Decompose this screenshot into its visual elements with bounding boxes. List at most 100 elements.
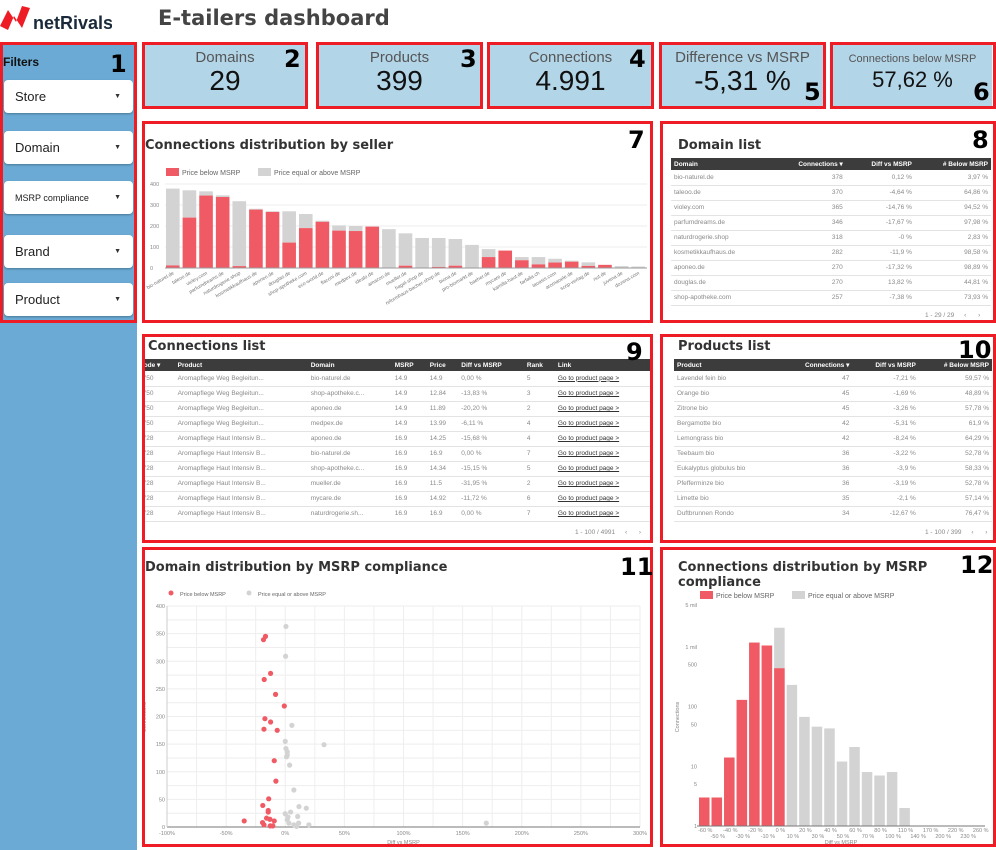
- bar-below-msrp: [265, 211, 280, 268]
- table-row[interactable]: 6750Aromapflege Weg Begleitun...bio-natu…: [142, 371, 650, 387]
- table-cell: 47: [780, 371, 853, 387]
- scatter-point: [260, 637, 267, 643]
- column-header[interactable]: Connections ▾: [770, 158, 846, 170]
- table-row[interactable]: bio-naturel.de 378 0,12 % 3,97 %: [671, 170, 991, 186]
- column-header[interactable]: Domain: [307, 359, 392, 371]
- table-cell: 6728: [142, 491, 175, 507]
- brand-filter-dropdown[interactable]: Brand ▼: [4, 235, 133, 268]
- table-row[interactable]: taleoo.de 370 -4,64 % 64,86 %: [671, 185, 991, 201]
- table-cell: 14.9: [426, 371, 459, 387]
- table-row[interactable]: 6728Aromapflege Haut Intensiv B...mycare…: [142, 491, 650, 507]
- product-page-link[interactable]: Go to product page >: [557, 390, 620, 397]
- table-row[interactable]: Zitrone bio 45 -3,26 % 57,78 %: [674, 401, 992, 417]
- table-row[interactable]: aponeo.de 270 -17,32 % 98,89 %: [671, 260, 991, 276]
- annotation-number: 2: [284, 45, 301, 73]
- column-header[interactable]: MSRP: [391, 359, 427, 371]
- column-header[interactable]: Domain: [671, 158, 771, 170]
- table-row[interactable]: shop-apotheke.com 257 -7,38 % 73,93 %: [671, 290, 991, 306]
- domain-filter-dropdown[interactable]: Domain ▼: [4, 131, 133, 164]
- pager-text: 1 - 100 / 4991: [575, 529, 616, 536]
- product-page-link[interactable]: Go to product page >: [557, 405, 620, 412]
- table-cell: Go to product page >: [554, 446, 650, 462]
- product-page-link[interactable]: Go to product page >: [557, 374, 620, 382]
- table-cell: 270: [770, 260, 846, 276]
- table-row[interactable]: Orange bio 45 -1,69 % 48,89 %: [674, 386, 992, 402]
- column-header[interactable]: # Below MSRP: [918, 359, 992, 371]
- bar-above-msrp: [849, 747, 860, 826]
- product-page-link[interactable]: Go to product page >: [557, 450, 620, 457]
- table-row[interactable]: Lemongrass bio 42 -8,24 % 64,29 %: [674, 431, 992, 447]
- table-row[interactable]: 6728Aromapflege Haut Intensiv B...shop-a…: [142, 461, 650, 477]
- product-page-link[interactable]: Go to product page >: [557, 510, 620, 517]
- y-tick-label: 100: [156, 770, 165, 776]
- table-row[interactable]: 6728Aromapflege Haut Intensiv B...muelle…: [142, 476, 650, 492]
- table-row[interactable]: Teebaum bio 36 -3,22 % 52,78 %: [674, 446, 992, 462]
- product-filter-dropdown[interactable]: Product ▼: [4, 283, 133, 316]
- scatter-point: [295, 813, 301, 820]
- bar-above-msrp: [282, 211, 296, 243]
- column-header[interactable]: Connections ▾: [780, 359, 853, 371]
- table-row[interactable]: naturdrogerie.shop 318 -0 % 2,83 %: [671, 230, 991, 246]
- table-cell: 58,33 %: [918, 461, 992, 477]
- table-cell: Lavendel fein bio: [674, 371, 781, 387]
- legend-swatch: [792, 591, 805, 599]
- table-row[interactable]: 6750Aromapflege Weg Begleitun...aponeo.d…: [142, 401, 650, 417]
- table-cell: -15,68 %: [458, 431, 524, 447]
- column-header[interactable]: Price: [426, 359, 459, 371]
- kpi-value: -5,31 %: [694, 65, 791, 96]
- next-page-icon[interactable]: ›: [638, 529, 642, 536]
- column-header[interactable]: Diff vs MSRP: [852, 359, 919, 371]
- product-page-link[interactable]: Go to product page >: [557, 495, 620, 502]
- table-cell: -1,69 %: [852, 386, 919, 402]
- product-page-link[interactable]: Go to product page >: [557, 480, 620, 487]
- table-row[interactable]: douglas.de 270 13,82 % 44,81 %: [671, 275, 991, 291]
- column-header[interactable]: Product: [174, 359, 308, 371]
- table-row[interactable]: Lavendel fein bio 47 -7,21 % 59,57 %: [674, 371, 992, 387]
- table-row[interactable]: Limette bio 35 -2,1 % 57,14 %: [674, 491, 992, 507]
- table-row[interactable]: Eukalyptus globulus bio 36 -3,9 % 58,33 %: [674, 461, 992, 477]
- table-row[interactable]: Duftbrunnen Rondo 34 -12,67 % 76,47 %: [674, 506, 992, 522]
- table-cell: 4: [523, 431, 555, 447]
- y-tick-label: 500: [688, 663, 697, 669]
- next-page-icon[interactable]: ›: [985, 529, 988, 536]
- bar-above-msrp: [448, 239, 463, 266]
- scatter-point: [270, 823, 276, 829]
- column-header[interactable]: Product: [674, 359, 781, 371]
- table-row[interactable]: 6750Aromapflege Weg Begleitun...medpex.d…: [142, 416, 650, 432]
- column-header[interactable]: Rank: [523, 359, 555, 371]
- next-page-icon[interactable]: ›: [978, 312, 981, 319]
- table-row[interactable]: Bergamotte bio 42 -5,31 % 61,9 %: [674, 416, 992, 432]
- store-filter-dropdown[interactable]: Store ▼: [4, 80, 133, 113]
- table-row[interactable]: 6728Aromapflege Haut Intensiv B...bio-na…: [142, 446, 650, 462]
- table-row[interactable]: violey.com 365 -14,76 % 94,52 %: [671, 200, 991, 216]
- table-row[interactable]: 6728Aromapflege Haut Intensiv B...aponeo…: [142, 431, 650, 447]
- bar-above-msrp: [315, 220, 330, 222]
- table-title: Connections list: [148, 339, 266, 354]
- column-header[interactable]: Diff vs MSRP: [458, 359, 524, 371]
- table-row[interactable]: 6728Aromapflege Haut Intensiv B...naturd…: [142, 506, 650, 522]
- table-row[interactable]: kosmetikkaufhaus.de 282 -11,9 % 98,58 %: [671, 245, 991, 261]
- bar-above-msrp: [348, 226, 363, 232]
- column-header[interactable]: Diff vs MSRP: [845, 158, 915, 170]
- bar-above-msrp: [431, 237, 446, 267]
- table-cell: Aromapflege Haut Intensiv B...: [174, 461, 308, 477]
- column-header[interactable]: Code ▾: [142, 359, 175, 371]
- prev-page-icon[interactable]: ‹: [624, 529, 628, 536]
- y-tick-label: 300: [150, 203, 159, 209]
- msrp-compliance-filter-dropdown[interactable]: MSRP compliance ▼: [4, 181, 133, 214]
- table-row[interactable]: Pfefferminze bio 36 -3,19 % 52,78 %: [674, 476, 992, 492]
- prev-page-icon[interactable]: ‹: [964, 312, 967, 319]
- y-tick-label: 250: [156, 687, 165, 693]
- product-page-link[interactable]: Go to product page >: [557, 420, 620, 427]
- product-page-link[interactable]: Go to product page >: [557, 435, 620, 442]
- table-row[interactable]: 6750Aromapflege Weg Begleitun...shop-apo…: [142, 386, 650, 402]
- table-cell: 0,00 %: [458, 446, 524, 462]
- x-tick-label: 30 %: [812, 834, 825, 840]
- column-header[interactable]: Link: [554, 359, 650, 371]
- product-page-link[interactable]: Go to product page >: [557, 465, 620, 472]
- bar-below-msrp: [249, 209, 263, 268]
- prev-page-icon[interactable]: ‹: [971, 529, 974, 536]
- table-cell: Go to product page >: [554, 461, 650, 477]
- column-header[interactable]: # Below MSRP: [914, 158, 991, 170]
- table-row[interactable]: parfumdreams.de 346 -17,67 % 97,98 %: [671, 215, 991, 231]
